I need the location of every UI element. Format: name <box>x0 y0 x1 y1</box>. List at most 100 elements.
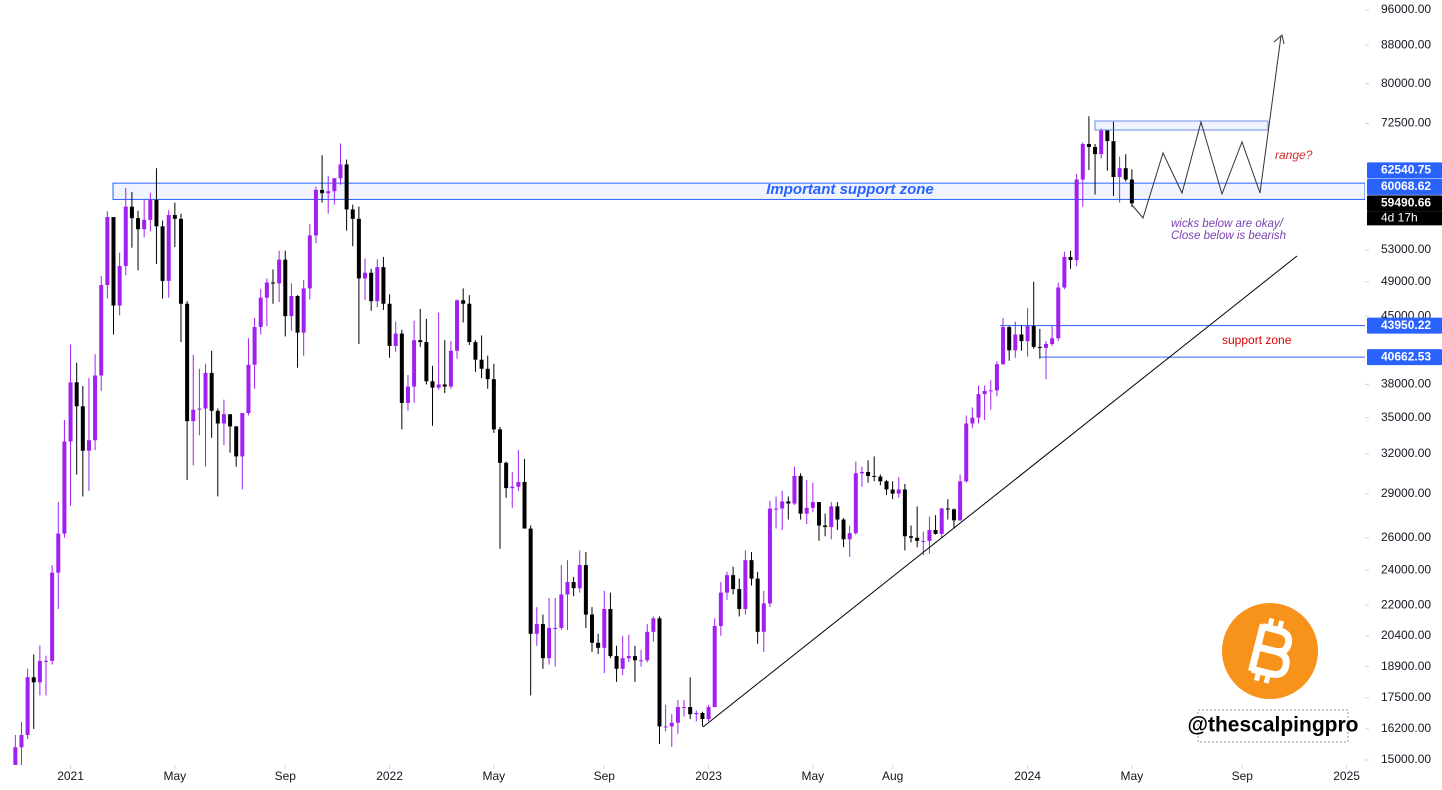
candle-body <box>197 408 202 410</box>
candle-body <box>767 508 772 604</box>
candle-body <box>718 592 723 626</box>
candle-body <box>909 536 914 538</box>
candle-body <box>571 582 576 589</box>
candle-body <box>902 489 907 537</box>
wicks-note: wicks below are okay/ <box>1171 218 1285 230</box>
watermark-box <box>1197 709 1349 743</box>
y-tick-label: 53000.00 <box>1381 242 1431 256</box>
candle-body <box>596 642 601 648</box>
candle-body <box>878 476 883 482</box>
candle-body <box>817 502 821 526</box>
candle-body <box>252 327 257 365</box>
candle-body <box>540 624 545 659</box>
candle-body <box>761 603 766 632</box>
candle-body <box>344 164 349 210</box>
candle-body <box>1007 327 1012 351</box>
countdown-box <box>1367 211 1442 226</box>
candle-body <box>473 342 478 360</box>
x-tick-label: 2024 <box>1014 769 1041 783</box>
candle-body <box>522 481 527 529</box>
candle-body <box>694 713 699 715</box>
candle-body <box>915 537 920 541</box>
y-tick-label: 88000.00 <box>1381 37 1431 51</box>
candle-body <box>320 189 325 194</box>
candle-body <box>988 390 993 392</box>
candle-body <box>1111 141 1116 177</box>
y-tick-label: 26000.00 <box>1381 530 1431 544</box>
candle-body <box>491 379 496 430</box>
x-tick-label: Sep <box>275 769 297 783</box>
candle-body <box>271 282 275 284</box>
candle-body <box>632 656 637 661</box>
candle-body <box>933 530 938 534</box>
candle-body <box>234 426 239 457</box>
price-tag-label: 59490.66 <box>1381 196 1431 210</box>
candle-body <box>896 489 901 494</box>
candle-body <box>1031 326 1036 347</box>
candle-body <box>553 627 558 629</box>
x-tick-label: 2021 <box>57 769 84 783</box>
candle-body <box>1043 344 1048 348</box>
candle-body <box>1068 256 1073 261</box>
candle-body <box>645 631 650 661</box>
candle-body <box>44 660 49 662</box>
candle-body <box>964 423 969 482</box>
close-note: Close below is bearish <box>1171 230 1286 242</box>
candle-body <box>614 656 619 669</box>
price-axis <box>1365 0 1442 790</box>
candle-body <box>418 340 423 343</box>
candle-body <box>442 384 447 387</box>
candle-body <box>467 303 472 343</box>
candle-body <box>504 462 509 489</box>
candle-body <box>970 417 975 424</box>
candle-body <box>841 519 846 540</box>
candle-body <box>412 340 417 387</box>
price-tag <box>1367 317 1442 334</box>
price-tag-label: 62540.75 <box>1381 163 1431 177</box>
price-tag-label: 40662.53 <box>1381 349 1431 363</box>
candle-body <box>749 560 754 579</box>
candle-body <box>86 440 91 451</box>
candle-body <box>1099 130 1104 155</box>
candle-body <box>786 501 791 504</box>
candle-body <box>939 508 944 534</box>
candle-body <box>688 707 693 715</box>
y-tick-label: 72500.00 <box>1381 116 1431 130</box>
candle-body <box>350 209 355 219</box>
candle-body <box>277 259 282 284</box>
x-tick-label: Sep <box>1232 769 1254 783</box>
y-tick-label: 18900.00 <box>1381 659 1431 673</box>
candle-body <box>332 178 337 192</box>
y-tick-label: 35000.00 <box>1381 410 1431 424</box>
x-tick-label: Sep <box>594 769 616 783</box>
price-tag <box>1367 162 1442 179</box>
candle-body <box>178 218 183 304</box>
candle-body <box>56 533 61 573</box>
candle-body <box>68 382 73 442</box>
support-zone <box>112 182 1366 200</box>
candle-body <box>203 372 208 409</box>
x-tick-label: May <box>802 769 825 783</box>
candle-body <box>731 575 736 590</box>
candle-body <box>301 288 306 333</box>
candle-body <box>129 206 134 219</box>
candle-body <box>743 560 748 609</box>
candle-body <box>657 618 662 727</box>
y-tick-label: 15000.00 <box>1381 752 1431 766</box>
candle-body <box>706 707 711 720</box>
candle-body <box>215 410 220 424</box>
candle-body <box>37 660 42 683</box>
candle-body <box>461 300 466 304</box>
candle-body <box>712 625 717 708</box>
candle-body <box>80 406 85 451</box>
candle-body <box>25 677 30 735</box>
candle-body <box>307 235 312 289</box>
trend-line <box>702 255 1298 728</box>
candle-body <box>847 533 852 540</box>
candle-body <box>105 217 110 286</box>
candle-body <box>479 359 484 369</box>
candle-body <box>884 481 889 490</box>
candle-body <box>209 372 214 411</box>
